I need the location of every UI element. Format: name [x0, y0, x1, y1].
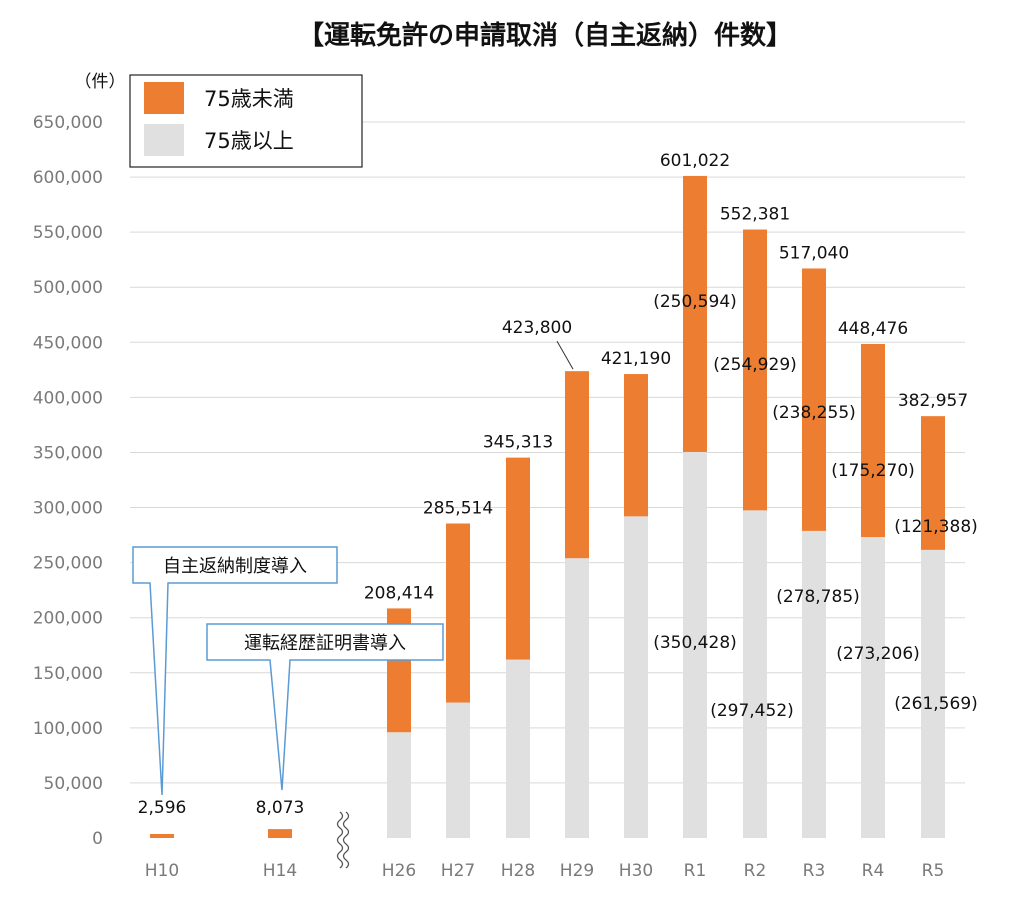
- over75-label-R1: (350,428): [653, 633, 737, 653]
- bar-under75-R5: [921, 416, 945, 550]
- callout-text-H10: 自主返納制度導入: [163, 556, 307, 577]
- y-tick-label: 550,000: [33, 223, 103, 243]
- total-label-H30: 421,190: [601, 349, 671, 369]
- under75-label-R1: (250,594): [653, 292, 737, 312]
- x-tick-R3: R3: [803, 861, 826, 881]
- y-tick-label: 100,000: [33, 719, 103, 739]
- bar-over75-H27: [446, 702, 470, 838]
- y-tick-label: 300,000: [33, 499, 103, 519]
- leader-line-H29: [556, 340, 574, 370]
- total-label-H14: 8,073: [256, 798, 305, 818]
- bar-over75-H28: [506, 659, 530, 838]
- y-tick-label: 200,000: [33, 609, 103, 629]
- under75-label-R4: (175,270): [831, 461, 915, 481]
- x-tick-R2: R2: [744, 861, 767, 881]
- y-tick-label: 450,000: [33, 333, 103, 353]
- x-tick-H26: H26: [382, 861, 416, 881]
- x-tick-H14: H14: [263, 861, 297, 881]
- total-label-R2: 552,381: [720, 205, 790, 225]
- y-axis-unit: （件）: [75, 72, 126, 92]
- x-tick-R4: R4: [862, 861, 885, 881]
- data-labels: 2,596 8,073 208,414 285,514 345,313 423,800 42…: [138, 151, 978, 818]
- total-label-H28: 345,313: [483, 433, 553, 453]
- legend-swatch-1: [144, 124, 184, 156]
- bar-under75-R3: [802, 268, 826, 531]
- y-tick-label: 50,000: [44, 774, 103, 794]
- over75-label-R2: (297,452): [710, 701, 794, 721]
- callout-box-H10: [132, 546, 338, 796]
- legend-label-0: 75歳未満: [204, 87, 294, 111]
- under75-label-R3: (238,255): [772, 403, 856, 423]
- over75-label-R3: (278,785): [776, 587, 860, 607]
- bar-under75-H29: [565, 371, 589, 559]
- under75-label-R2: (254,929): [713, 355, 797, 375]
- callout-box-H14: [206, 623, 444, 791]
- bar-under75-H10: [150, 834, 174, 838]
- over75-label-R4: (273,206): [836, 644, 920, 664]
- x-axis-ticks: H10 H14 H26 H27 H28 H29 H30 R1 R2 R3 R4 R5: [145, 861, 945, 881]
- y-tick-label: 650,000: [33, 113, 103, 133]
- bar-over75-H29: [565, 558, 589, 838]
- bar-under75-H27: [446, 523, 470, 703]
- legend-label-1: 75歳以上: [204, 129, 294, 153]
- axis-break-line-left: [336, 811, 344, 869]
- over75-label-R5: (261,569): [894, 694, 978, 714]
- bar-over75-H30: [624, 516, 648, 838]
- x-tick-H10: H10: [145, 861, 179, 881]
- total-label-H26: 208,414: [364, 583, 434, 603]
- axis-break: [336, 811, 350, 869]
- bar-under75-R4: [861, 343, 885, 538]
- bars: [150, 175, 945, 838]
- x-tick-R1: R1: [684, 861, 707, 881]
- legend-swatch-0: [144, 82, 184, 114]
- legend: 75歳未満 75歳以上: [129, 74, 363, 168]
- total-label-H10: 2,596: [138, 798, 187, 818]
- y-tick-label: 600,000: [33, 168, 103, 188]
- total-label-R4: 448,476: [838, 319, 908, 339]
- bar-over75-R1: [683, 451, 707, 838]
- bar-under75-H30: [624, 374, 648, 517]
- bar-over75-R4: [861, 537, 885, 838]
- under75-label-R5: (121,388): [894, 517, 978, 537]
- x-tick-H30: H30: [619, 861, 653, 881]
- y-tick-label: 500,000: [33, 278, 103, 298]
- y-axis-ticks: 0 50,000 100,000 150,000 200,000 250,000 300,0…: [33, 113, 103, 849]
- bar-over75-R3: [802, 530, 826, 838]
- x-tick-H28: H28: [501, 861, 535, 881]
- bar-over75-R2: [743, 510, 767, 838]
- total-label-R3: 517,040: [779, 243, 849, 263]
- callout-text-H14: 運転経歴証明書導入: [244, 633, 406, 654]
- y-tick-label: 150,000: [33, 664, 103, 684]
- bar-over75-H26: [387, 732, 411, 838]
- bar-under75-H14: [268, 829, 292, 838]
- x-tick-H29: H29: [560, 861, 594, 881]
- total-label-R5: 382,957: [898, 391, 968, 411]
- chart-title: 【運転免許の申請取消（自主返納）件数】: [298, 20, 792, 51]
- bar-under75-R2: [743, 229, 767, 511]
- y-tick-label: 0: [92, 829, 103, 849]
- total-label-H29: 423,800: [502, 318, 572, 338]
- axis-break-line-right: [342, 811, 350, 869]
- y-tick-label: 350,000: [33, 443, 103, 463]
- x-tick-R5: R5: [922, 861, 945, 881]
- bar-under75-H28: [506, 457, 530, 660]
- x-tick-H27: H27: [441, 861, 475, 881]
- total-label-R1: 601,022: [660, 151, 730, 171]
- total-label-H27: 285,514: [423, 498, 493, 518]
- y-tick-label: 400,000: [33, 388, 103, 408]
- bar-under75-R1: [683, 175, 707, 452]
- bar-over75-R5: [921, 549, 945, 838]
- y-tick-label: 250,000: [33, 554, 103, 574]
